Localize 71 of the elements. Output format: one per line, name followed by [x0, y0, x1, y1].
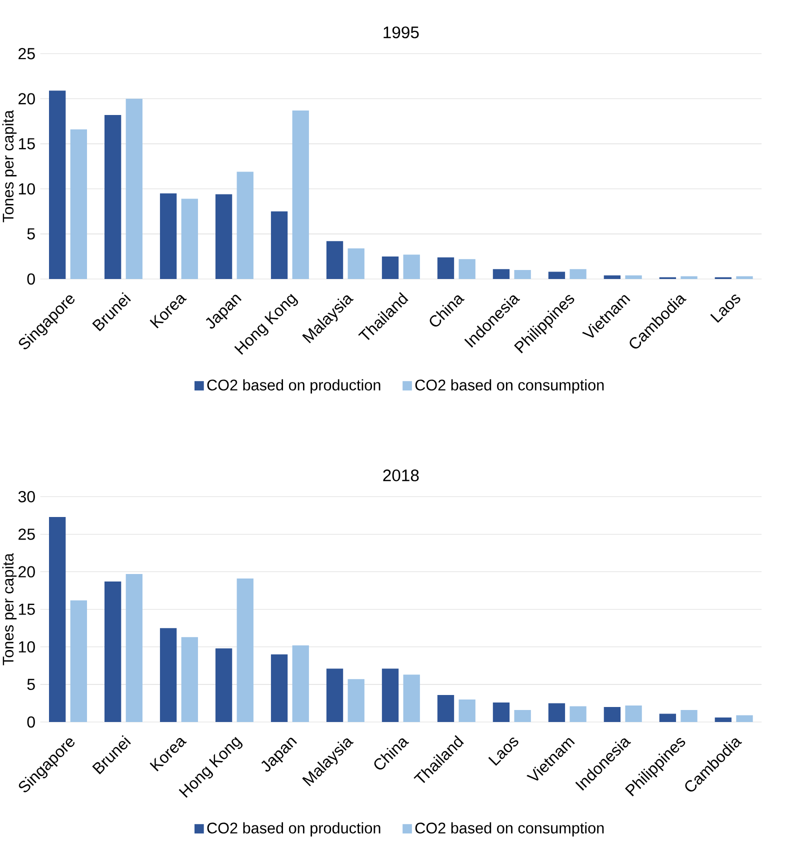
bar	[625, 705, 642, 722]
y-tick-label: 15	[18, 138, 35, 150]
chart-title: 2018	[383, 470, 419, 482]
bar	[403, 254, 420, 279]
y-tick-label: 5	[27, 228, 35, 240]
bar	[492, 269, 510, 279]
bar	[458, 699, 476, 722]
bar	[514, 270, 531, 279]
chart-title: 1995	[384, 26, 419, 38]
y-tick-label: 30	[18, 491, 35, 502]
bar	[570, 269, 586, 279]
y-tick-label: 25	[18, 528, 35, 540]
y-tick-label: 15	[18, 604, 35, 615]
bar	[714, 717, 732, 722]
y-axis-title: Tones per capita	[2, 110, 17, 222]
bar	[49, 90, 66, 279]
bar	[70, 129, 87, 279]
y-tick-label: 0	[27, 273, 35, 285]
bar	[126, 574, 142, 722]
bar	[548, 703, 566, 722]
bar	[680, 710, 698, 722]
legend-label: CO2 based on production	[207, 822, 380, 837]
bar	[604, 275, 621, 279]
bar	[181, 198, 198, 279]
y-tick-label: 0	[27, 716, 35, 728]
bar	[736, 715, 753, 722]
bar	[348, 248, 364, 279]
legend-label: CO2 based on production	[207, 379, 380, 394]
bar	[181, 637, 198, 722]
bar	[126, 98, 142, 279]
bar	[326, 241, 344, 279]
bar	[236, 172, 254, 279]
y-tick-label: 10	[18, 183, 35, 195]
bar	[403, 674, 420, 722]
y-tick-label: 25	[18, 48, 35, 60]
bar	[104, 114, 122, 279]
bar	[49, 516, 66, 722]
bar	[437, 257, 454, 279]
y-tick-label: 10	[18, 641, 35, 653]
bar	[326, 668, 344, 722]
bar	[736, 276, 753, 279]
legend-label: CO2 based on consumption	[415, 379, 604, 394]
bar	[680, 276, 698, 279]
bar	[270, 211, 288, 279]
bar	[492, 702, 510, 722]
bar	[215, 194, 232, 279]
bar	[625, 275, 642, 279]
bar	[160, 193, 177, 279]
bar	[458, 259, 476, 279]
y-axis-title: Tones per capita	[2, 553, 17, 666]
bar	[160, 628, 177, 722]
y-tick-label: 20	[18, 93, 35, 104]
bar	[270, 654, 288, 722]
bar	[292, 110, 309, 279]
bar	[70, 600, 87, 722]
bar	[570, 706, 586, 722]
bar	[382, 668, 399, 722]
bar	[215, 648, 232, 722]
bar	[104, 582, 122, 722]
bar	[292, 645, 309, 722]
bar	[236, 578, 254, 722]
y-tick-label: 20	[18, 566, 35, 578]
bar	[348, 679, 364, 722]
bar	[604, 706, 621, 722]
bar	[514, 710, 531, 722]
legend-label: CO2 based on consumption	[415, 822, 604, 837]
bar	[659, 714, 676, 722]
bar	[548, 272, 566, 279]
bar	[382, 256, 399, 279]
y-tick-label: 5	[27, 678, 35, 690]
bar	[437, 694, 454, 722]
